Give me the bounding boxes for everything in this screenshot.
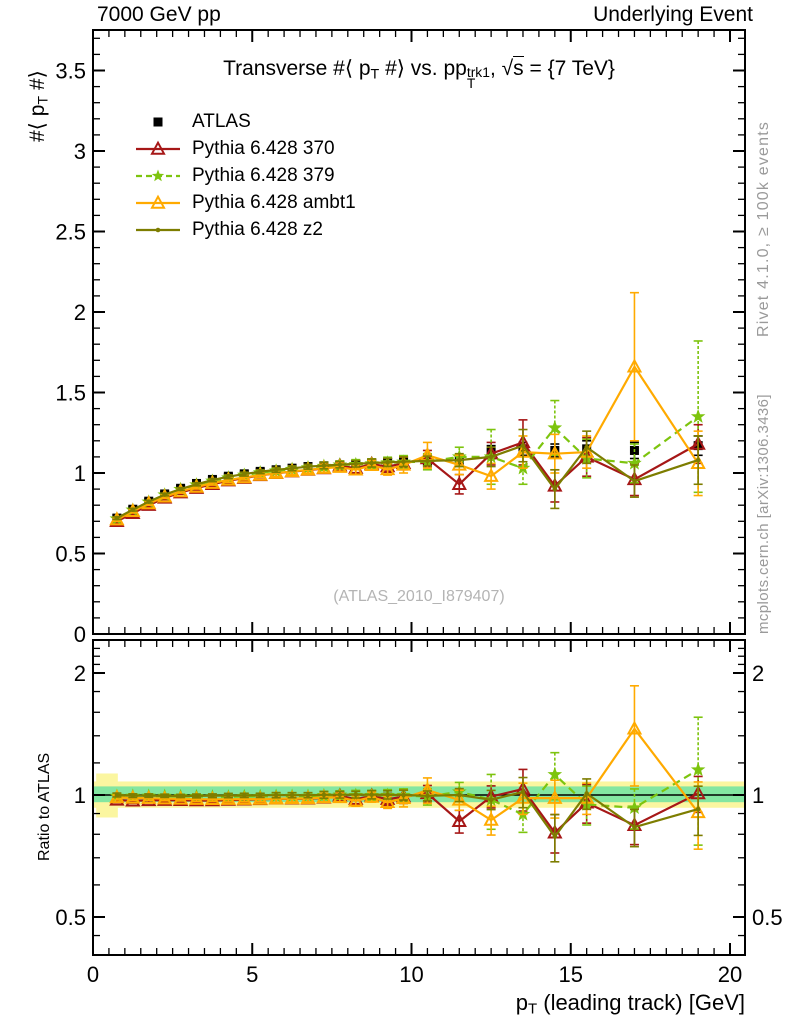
tick-label: 10	[399, 962, 423, 987]
panel-frames	[92, 29, 746, 956]
series-pythia-6-428-379-main	[109, 340, 706, 526]
legend-marker-icon	[136, 169, 180, 181]
legend-marker-icon	[136, 227, 180, 232]
legend-item-pythia-6-428-ambt1: Pythia 6.428 ambt1	[134, 189, 356, 216]
legend-item-atlas: ATLAS	[134, 108, 356, 135]
x-axis-title: pT (leading track) [GeV]	[515, 990, 745, 1018]
y-axis-title-main: #⟨ pT #⟩	[26, 70, 52, 142]
y-axis-title-ratio: Ratio to ATLAS	[36, 752, 53, 861]
tick-label: 0.5	[752, 905, 783, 930]
rivet-version-note: Rivet 4.1.0, ≥ 100k events	[755, 120, 772, 337]
tick-labels: 00.511.522.533.50.5 0.51 12 20 5 10 15 20	[55, 59, 782, 988]
mcplots-reference-note: mcplots.cern.ch [arXiv:1306.3436]	[755, 394, 772, 634]
legend-marker-icon	[136, 194, 180, 209]
tick-label: 3.5	[55, 59, 86, 84]
legend: ATLAS Pythia 6.428 370 Pythia 6.428 379 Pyt…	[134, 108, 356, 243]
tick-label: 2.5	[55, 220, 86, 245]
series-pythia-6-428-ambt1-ratio	[109, 685, 706, 850]
series-pythia-6-428-379-ratio	[109, 716, 706, 846]
tick-label: 0.5	[55, 905, 86, 930]
tick-label: 3	[74, 139, 86, 164]
axis-ticks	[93, 30, 745, 955]
legend-label: Pythia 6.428 370	[192, 137, 335, 159]
legend-item-pythia-6-428-379: Pythia 6.428 379	[134, 162, 356, 189]
analysis-id-watermark: (ATLAS_2010_I879407)	[333, 588, 505, 605]
legend-label: Pythia 6.428 379	[192, 164, 335, 186]
legend-label: ATLAS	[192, 110, 251, 132]
tick-label: 2	[752, 661, 764, 686]
ratio-panel-frame	[92, 639, 746, 956]
tick-label: 2	[74, 300, 86, 325]
series-pythia-6-428-z2-ratio	[112, 776, 703, 863]
legend-item-pythia-6-428-z2: Pythia 6.428 z2	[134, 216, 356, 243]
beam-energy-label: 7000 GeV pp	[97, 3, 221, 26]
legend-label: Pythia 6.428 z2	[192, 218, 323, 240]
tick-label: 0	[87, 962, 99, 987]
series-pythia-6-428-ambt1-main	[109, 291, 706, 526]
tick-label: 1	[74, 783, 86, 808]
tick-label: 20	[718, 962, 742, 987]
main-panel-frame	[92, 29, 746, 635]
series-atlas-main	[112, 435, 703, 523]
tick-label: 0.5	[55, 542, 86, 567]
plot-title: Transverse #⟨ pT #⟩ vs. pp trk1 T, √s = {7…	[223, 56, 615, 91]
tick-label: 5	[246, 962, 258, 987]
legend-label: Pythia 6.428 ambt1	[192, 191, 356, 213]
tick-label: 0	[74, 622, 86, 647]
tick-label: 1	[752, 783, 764, 808]
tick-label: 2	[74, 661, 86, 686]
tick-label: 15	[559, 962, 583, 987]
legend-marker-icon	[136, 140, 180, 155]
legend-item-pythia-6-428-370: Pythia 6.428 370	[134, 135, 356, 162]
tick-label: 1.5	[55, 381, 86, 406]
legend-marker-icon	[153, 117, 163, 126]
tick-label: 1	[74, 461, 86, 486]
analysis-group-label: Underlying Event	[593, 3, 753, 26]
series-pythia-6-428-z2-main	[112, 428, 703, 521]
